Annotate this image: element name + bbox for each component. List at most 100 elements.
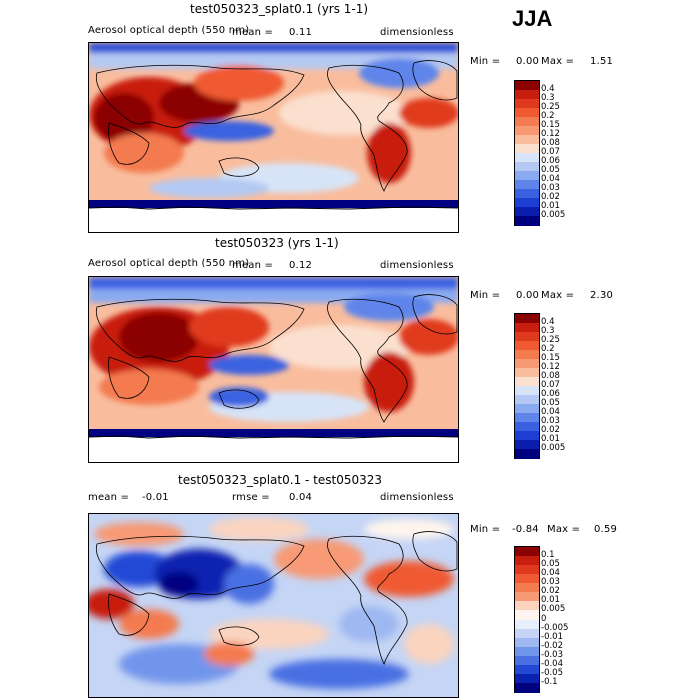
colorbar-tick-label: 0.4 <box>541 317 555 327</box>
colorbar-swatch <box>515 413 539 423</box>
colorbar-tick-label: 0.12 <box>541 362 560 372</box>
colorbar-tick-label: 0.04 <box>541 568 560 579</box>
panel-1-mean-label: mean = <box>232 27 274 38</box>
colorbar-tick-label: 0.25 <box>541 335 560 345</box>
colorbar-tick-label: -0.04 <box>541 658 563 669</box>
colorbar-tick-label: 0.06 <box>541 156 560 166</box>
panel-1-mean-value: 0.11 <box>289 27 313 38</box>
colorbar-swatch <box>515 368 539 378</box>
colorbar-tick-label: 0.02 <box>541 192 560 202</box>
panel-3-mean-value: -0.01 <box>142 492 169 503</box>
season-label: JJA <box>512 6 553 31</box>
panel-1-units: dimensionless <box>380 27 454 38</box>
panel-2-min-value: 0.00 <box>516 290 540 301</box>
panel-2-map <box>88 276 459 463</box>
panel-1-colorbar <box>514 80 540 226</box>
panel-1-max-label: Max = <box>541 56 575 67</box>
colorbar-tick-label: 0.08 <box>541 138 560 148</box>
colorbar-swatch <box>515 189 539 199</box>
colorbar-tick-label: 0.01 <box>541 595 560 606</box>
colorbar-swatch <box>515 673 539 684</box>
colorbar-swatch <box>515 655 539 666</box>
colorbar-swatch <box>515 646 539 657</box>
panel-1-max-value: 1.51 <box>590 56 614 67</box>
colorbar-swatch <box>515 583 539 593</box>
colorbar-swatch <box>515 395 539 405</box>
colorbar-tick-label: -0.02 <box>541 640 563 651</box>
colorbar-tick-label: 0.005 <box>541 443 566 453</box>
colorbar-tick-label: 0.2 <box>541 344 555 354</box>
colorbar-swatch <box>515 547 539 557</box>
colorbar-tick-label: 0.03 <box>541 183 560 193</box>
panel-3-title: test050323_splat0.1 - test050323 <box>178 473 383 487</box>
panel-3-units: dimensionless <box>380 492 454 503</box>
colorbar-tick-label: -0.03 <box>541 649 563 660</box>
panel-2-mean-label: mean = <box>232 260 274 271</box>
colorbar-swatch <box>515 332 539 342</box>
colorbar-tick-label: 0.4 <box>541 84 555 94</box>
colorbar-swatch <box>515 637 539 648</box>
colorbar-swatch <box>515 377 539 387</box>
colorbar-tick-label: 0.05 <box>541 165 560 175</box>
panel-2-max-label: Max = <box>541 290 575 301</box>
colorbar-swatch <box>515 198 539 208</box>
colorbar-swatch <box>515 359 539 369</box>
colorbar-tick-label: 0.3 <box>541 326 555 336</box>
colorbar-swatch <box>515 431 539 441</box>
colorbar-tick-label: 0.15 <box>541 120 560 130</box>
colorbar-swatch <box>515 216 539 226</box>
panel-2-colorbar-labels: 0.4 0.3 0.25 0.2 0.15 0.12 0.08 0.07 0.06 0.05 0.0… <box>541 313 581 457</box>
colorbar-swatch <box>515 117 539 127</box>
colorbar-swatch <box>515 207 539 217</box>
colorbar-tick-label: 0.04 <box>541 174 560 184</box>
colorbar-tick-label: 0.02 <box>541 586 560 597</box>
colorbar-tick-label: 0.15 <box>541 353 560 363</box>
colorbar-swatch <box>515 126 539 136</box>
panel-3-max-value: 0.59 <box>594 524 618 535</box>
colorbar-swatch <box>515 610 539 620</box>
colorbar-tick-label: 0.02 <box>541 425 560 435</box>
colorbar-swatch <box>515 619 539 630</box>
panel-2-mean-value: 0.12 <box>289 260 313 271</box>
panel-3-colorbar <box>514 546 540 693</box>
panel-2-colorbar <box>514 313 540 459</box>
colorbar-swatch <box>515 81 539 91</box>
colorbar-swatch <box>515 628 539 639</box>
colorbar-tick-label: 0.06 <box>541 389 560 399</box>
colorbar-tick-label: -0.005 <box>541 622 569 633</box>
colorbar-swatch <box>515 90 539 100</box>
colorbar-tick-label: -0.01 <box>541 631 563 642</box>
colorbar-tick-label: 0.07 <box>541 380 560 390</box>
panel-1-min-label: Min = <box>470 56 501 67</box>
panel-3-map <box>88 513 459 698</box>
panel-2-max-value: 2.30 <box>590 290 614 301</box>
colorbar-swatch <box>515 99 539 109</box>
colorbar-tick-label: 0.05 <box>541 559 560 570</box>
panel-3-min-value: -0.84 <box>512 524 539 535</box>
colorbar-tick-label: 0.2 <box>541 111 555 121</box>
colorbar-swatch <box>515 341 539 351</box>
colorbar-swatch <box>515 601 539 611</box>
panel-1-variable: Aerosol optical depth (550 nm) <box>88 25 250 36</box>
panel-3-min-label: Min = <box>470 524 501 535</box>
colorbar-tick-label: 0.005 <box>541 604 566 615</box>
colorbar-swatch <box>515 592 539 602</box>
colorbar-tick-label: 0.05 <box>541 398 560 408</box>
panel-2-title: test050323 (yrs 1-1) <box>215 236 339 250</box>
colorbar-swatch <box>515 440 539 450</box>
colorbar-tick-label: 0.01 <box>541 434 560 444</box>
colorbar-tick-label: 0.04 <box>541 407 560 417</box>
colorbar-swatch <box>515 323 539 333</box>
colorbar-swatch <box>515 108 539 118</box>
panel-2-variable: Aerosol optical depth (550 nm) <box>88 258 250 269</box>
colorbar-swatch <box>515 404 539 414</box>
colorbar-tick-label: 0.25 <box>541 102 560 112</box>
panel-2-min-label: Min = <box>470 290 501 301</box>
colorbar-tick-label: 0.1 <box>541 550 555 561</box>
colorbar-tick-label: 0.03 <box>541 577 560 588</box>
panel-2-units: dimensionless <box>380 260 454 271</box>
colorbar-swatch <box>515 682 539 693</box>
colorbar-tick-label: -0.05 <box>541 667 563 678</box>
panel-1-map-svg <box>89 43 458 232</box>
panel-1-min-value: 0.00 <box>516 56 540 67</box>
